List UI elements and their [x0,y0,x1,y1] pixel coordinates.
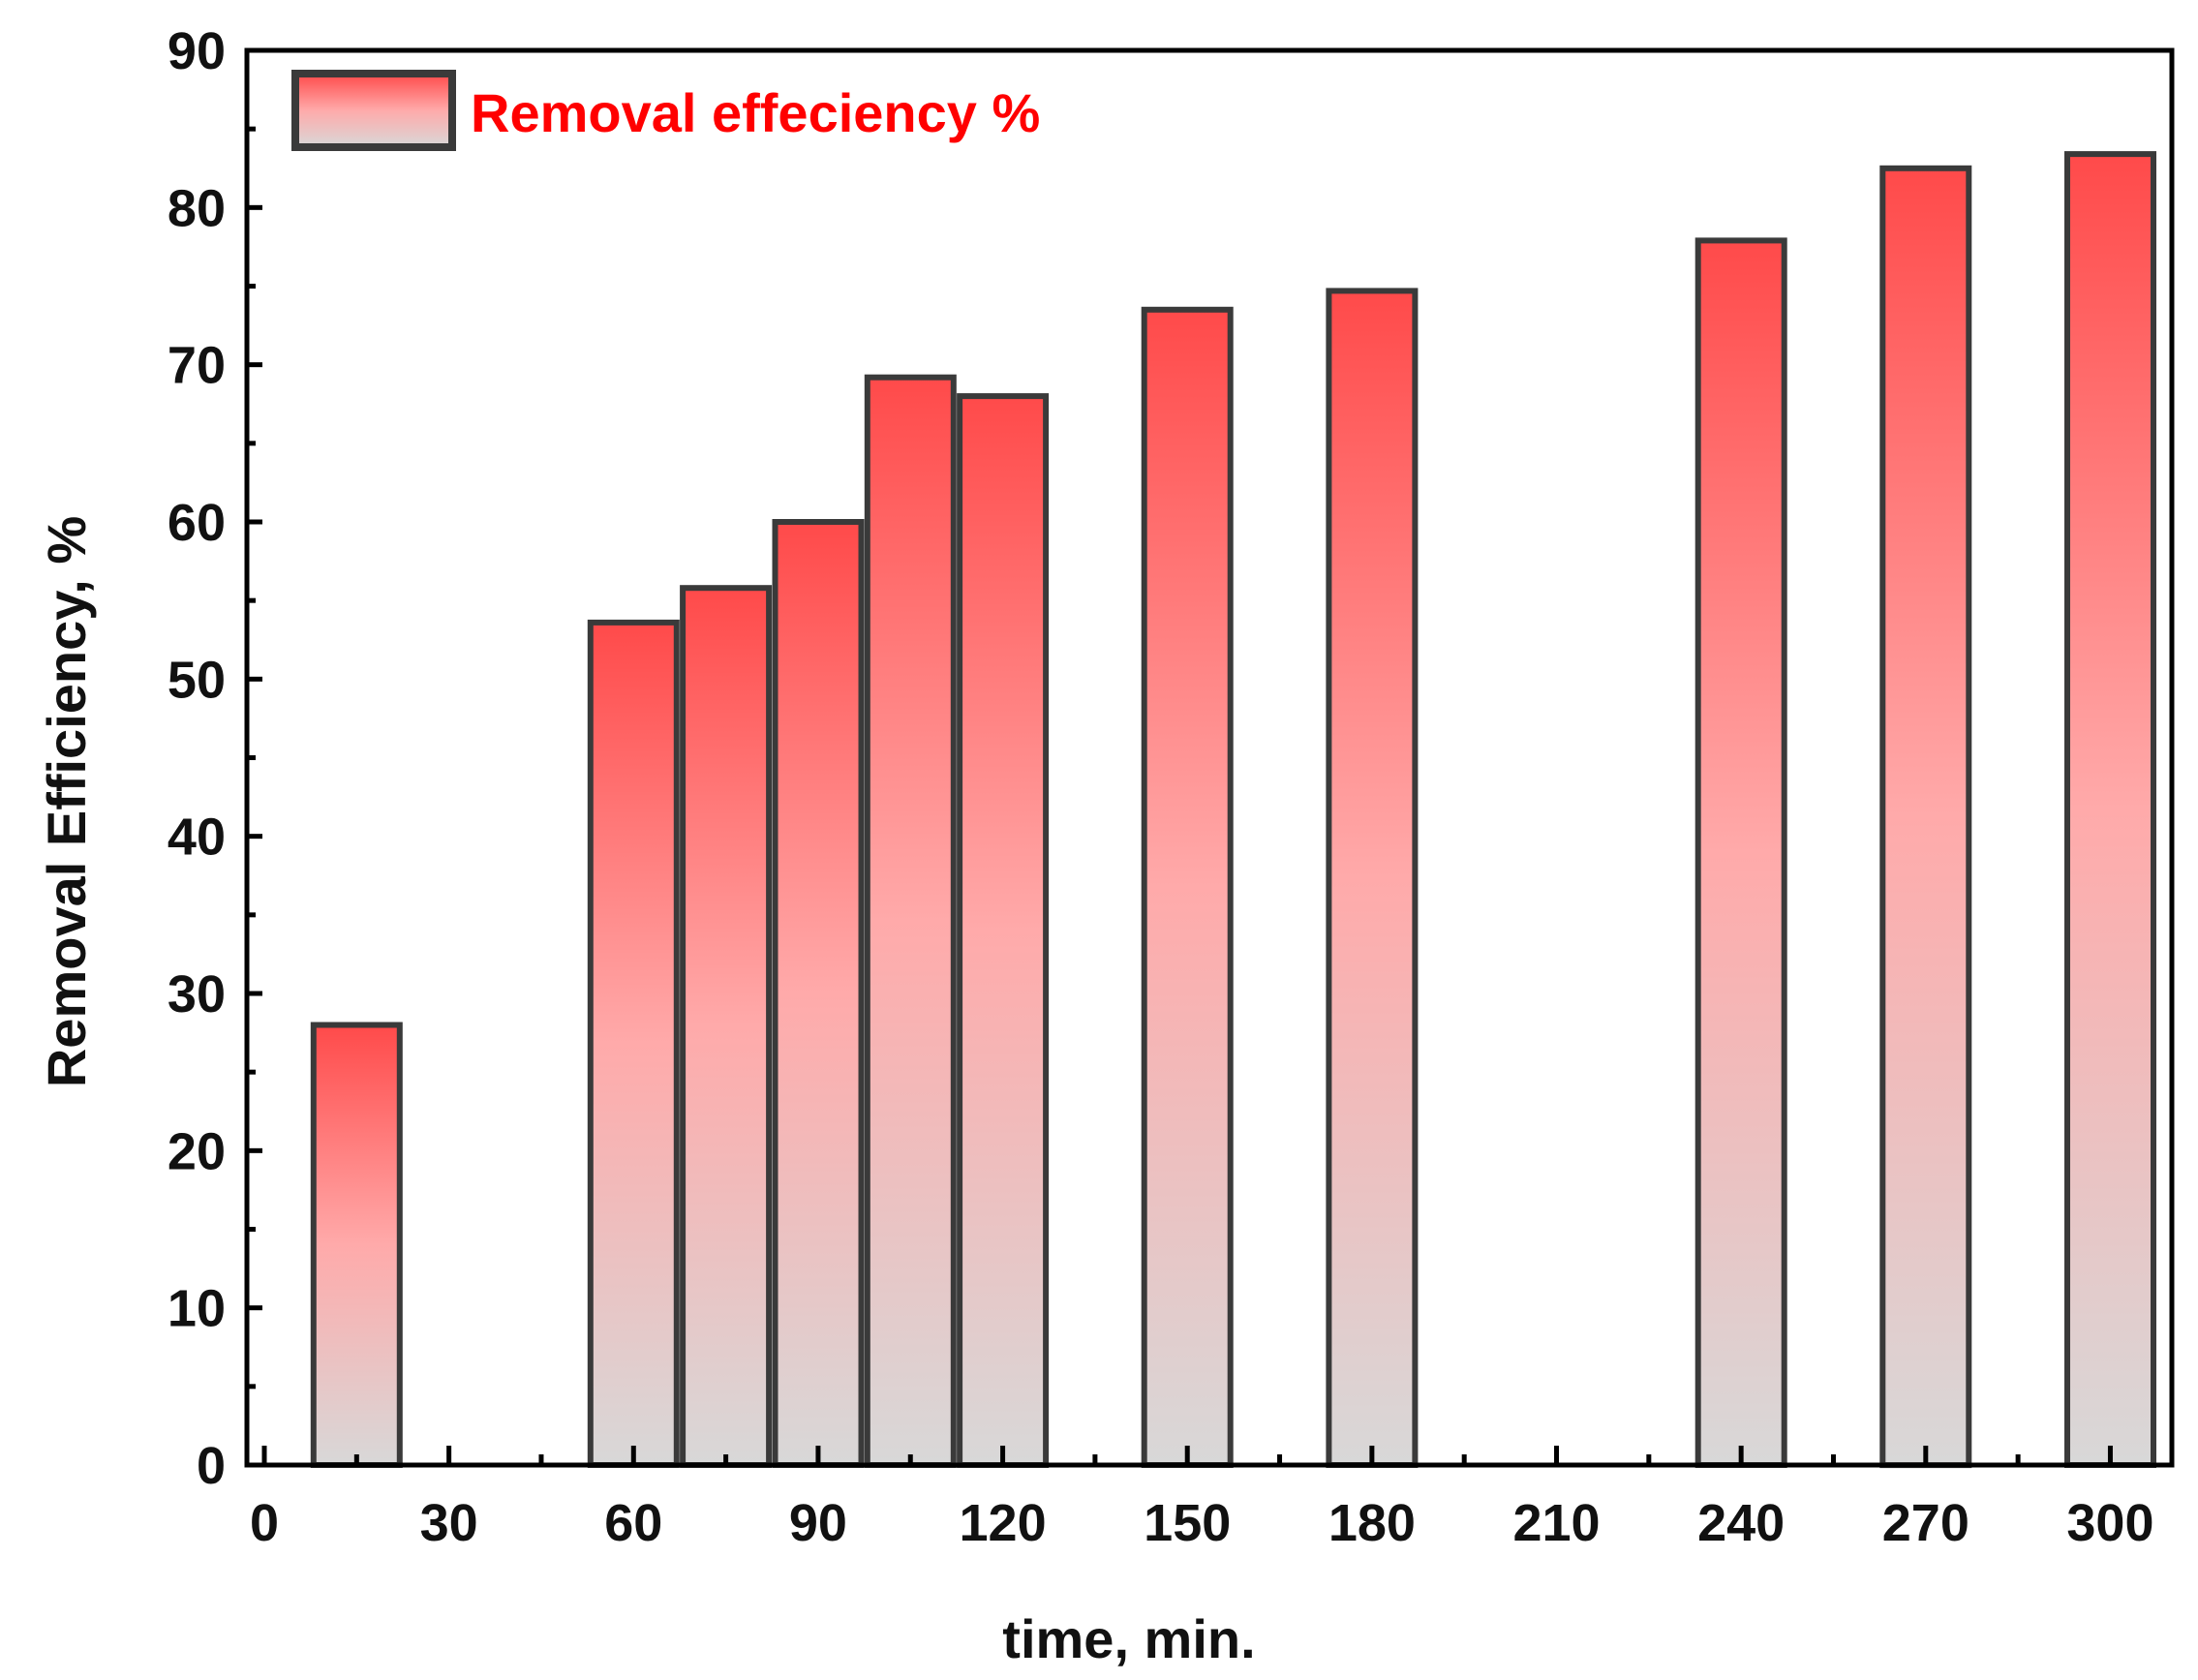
x-tick-label: 240 [1697,1494,1785,1552]
y-tick-label: 20 [168,1122,226,1180]
bar [1694,237,1787,1468]
bar [1879,165,1972,1469]
y-tick-label: 40 [168,809,226,867]
x-tick-label: 150 [1144,1494,1231,1552]
y-tick-label: 50 [168,651,226,709]
legend: Removal effeciency % [291,70,1040,151]
bar [680,585,773,1468]
y-tick-label: 80 [168,179,226,237]
y-tick-label: 60 [168,494,226,552]
x-tick-label: 300 [2066,1494,2153,1552]
bar [587,619,680,1468]
ticks-group [247,47,2113,1468]
bar [1141,306,1234,1468]
x-tick-label: 90 [789,1494,847,1552]
x-tick-label: 270 [1882,1494,1969,1552]
x-tick-label: 210 [1512,1494,1600,1552]
x-tick-label: 120 [960,1494,1047,1552]
bar [772,519,865,1468]
x-tick-label: 180 [1328,1494,1416,1552]
bar [1326,288,1419,1468]
legend-label: Removal effeciency % [471,82,1040,143]
y-tick-label: 70 [168,337,226,395]
bars-group [310,151,2156,1469]
y-tick-label: 90 [168,22,226,80]
y-tick-label: 10 [168,1280,226,1338]
bar [310,1022,403,1468]
bar [864,374,957,1469]
y-tick-label: 0 [197,1437,226,1495]
tick-labels-group: 0 10 20 30 40 50 60 70 80 90 0 30 60 90 120 150 180 210 24… [168,22,2154,1552]
bar [957,393,1050,1469]
x-axis-title: time, min. [1002,1608,1255,1669]
x-tick-label: 0 [250,1494,279,1552]
bar [2064,151,2156,1469]
y-axis-title: Removal Efficiency, % [36,516,97,1087]
x-tick-label: 30 [420,1494,478,1552]
x-tick-label: 60 [604,1494,662,1552]
y-tick-label: 30 [168,965,226,1023]
legend-swatch [291,70,456,151]
